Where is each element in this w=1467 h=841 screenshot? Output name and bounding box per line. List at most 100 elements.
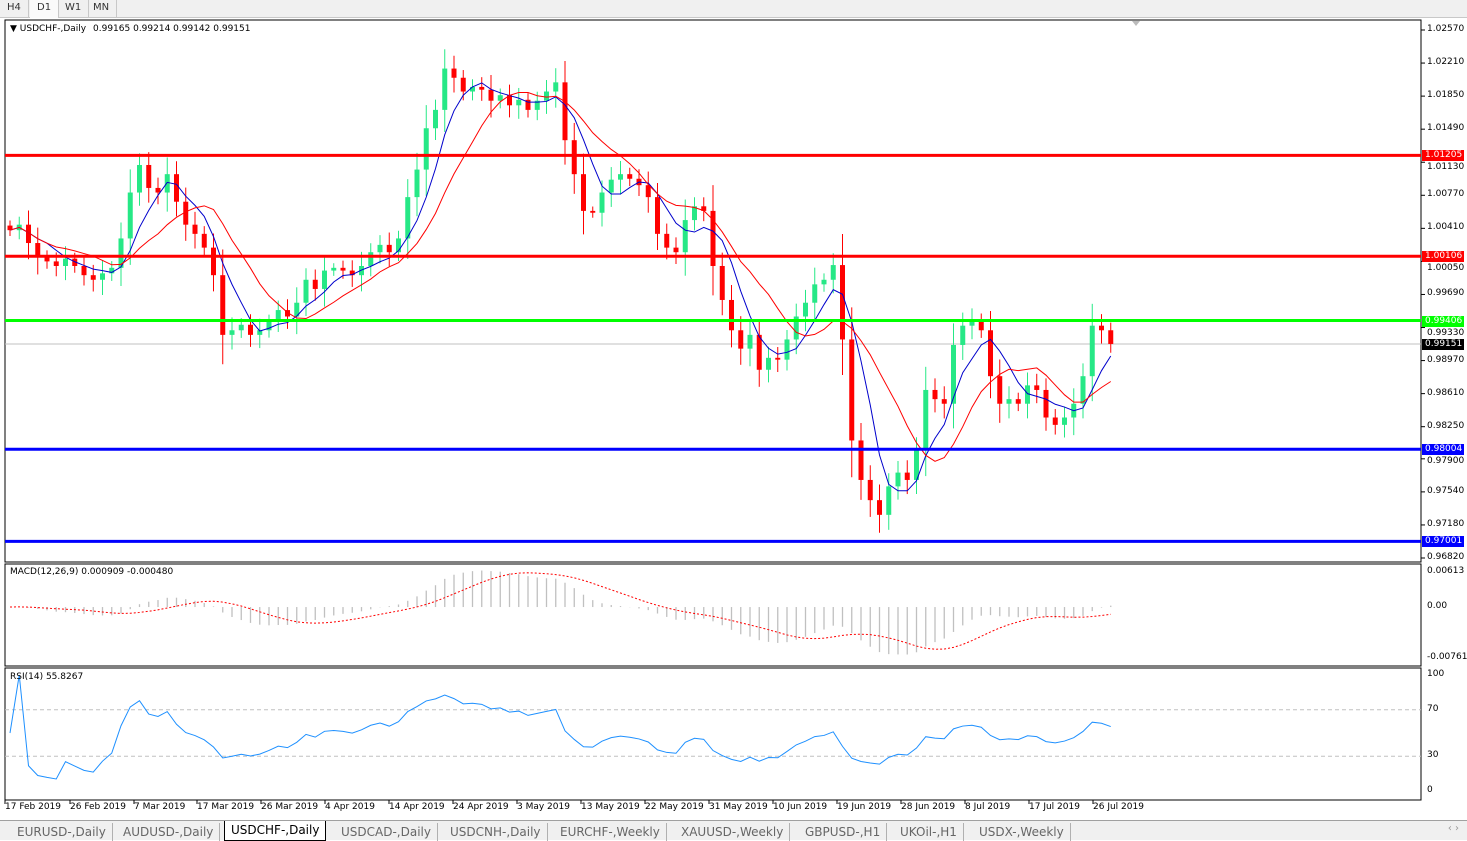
timeframe-h4[interactable]: H4: [0, 0, 29, 18]
bull-candle: [303, 279, 309, 303]
bear-candle: [1043, 389, 1049, 418]
bull-candle: [692, 206, 697, 221]
ohlc-values: 0.99165 0.99214 0.99142 0.99151: [93, 24, 251, 34]
bear-candle: [756, 334, 762, 370]
bear-candle: [53, 261, 59, 266]
bull-candle: [368, 252, 374, 266]
dropdown-triangle-icon[interactable]: ▼: [10, 24, 17, 34]
bear-candle: [997, 376, 1003, 404]
bull-candle: [322, 270, 327, 289]
bear-candle: [581, 174, 586, 211]
bull-candle: [137, 164, 142, 193]
tab-scroll-arrows[interactable]: ‹ ›: [1447, 823, 1459, 834]
bear-candle: [627, 174, 633, 179]
bear-candle: [858, 440, 864, 480]
bull-candle: [812, 284, 818, 303]
bull-candle: [257, 330, 263, 335]
shift-marker-icon: [1132, 21, 1140, 26]
tab-audusd-daily[interactable]: AUDUSD-,Daily: [117, 823, 221, 841]
bull-candle: [238, 324, 244, 331]
bear-candle: [710, 210, 716, 266]
bear-candle: [479, 86, 485, 90]
bull-candle: [830, 265, 836, 280]
bear-candle: [1052, 417, 1058, 425]
bear-candle: [941, 399, 947, 404]
bear-candle: [248, 324, 253, 335]
bull-candle: [766, 357, 771, 370]
timeframe-mn[interactable]: MN: [86, 0, 118, 18]
bear-candle: [155, 187, 161, 193]
bear-candle: [285, 310, 290, 317]
bull-candle: [544, 91, 549, 101]
bear-candle: [1015, 399, 1021, 404]
bear-candle: [201, 233, 207, 248]
bull-candle: [951, 344, 956, 404]
bear-candle: [904, 472, 910, 480]
bear-candle: [7, 225, 13, 231]
bear-candle: [44, 256, 50, 262]
bull-candle: [886, 486, 892, 515]
bear-candle: [174, 174, 179, 202]
bull-candle: [275, 310, 281, 322]
bull-candle: [294, 302, 300, 317]
bear-candle: [673, 247, 679, 253]
ma-fast-line: [9, 82, 1112, 492]
bull-candle: [470, 86, 475, 92]
tab-eurchf-weekly[interactable]: EURCHF-,Weekly: [554, 823, 667, 841]
bear-candle: [562, 82, 568, 141]
bull-candle: [164, 174, 170, 193]
tab-usdchf-daily[interactable]: USDCHF-,Daily: [224, 821, 327, 841]
tab-usdx-weekly[interactable]: USDX-,Weekly: [973, 823, 1071, 841]
bull-candle: [100, 273, 105, 280]
bull-candle: [1062, 417, 1067, 425]
bull-candle: [377, 244, 383, 253]
bear-candle: [192, 224, 198, 234]
tab-usdcnh-daily[interactable]: USDCNH-,Daily: [444, 823, 548, 841]
bear-candle: [90, 275, 96, 280]
tab-xauusd-weekly[interactable]: XAUUSD-,Weekly: [675, 823, 791, 841]
bear-candle: [1034, 385, 1040, 390]
bear-candle: [849, 339, 855, 441]
bull-candle: [553, 82, 559, 92]
macd-title: MACD(12,26,9) 0.000909 -0.000480: [10, 567, 174, 577]
rsi-line: [9, 674, 1111, 780]
bear-candle: [220, 275, 226, 335]
macd-signal-line: [9, 572, 1111, 650]
tab-eurusd-daily[interactable]: EURUSD-,Daily: [11, 823, 113, 841]
bear-candle: [507, 95, 512, 106]
bear-candle: [35, 243, 41, 257]
bear-candle: [451, 68, 457, 78]
bull-candle: [516, 99, 522, 106]
timeframe-d1[interactable]: D1: [30, 0, 60, 18]
bear-candle: [719, 265, 725, 300]
bear-candle: [738, 330, 744, 349]
bull-candle: [923, 389, 929, 450]
bear-candle: [211, 247, 216, 276]
bull-candle: [266, 321, 272, 331]
tab-gbpusd-h1[interactable]: GBPUSD-,H1: [799, 823, 888, 841]
bull-candle: [914, 449, 919, 480]
tab-ukoil-h1[interactable]: UKOil-,H1: [894, 823, 964, 841]
bear-candle: [81, 265, 87, 276]
bull-candle: [63, 258, 68, 266]
bull-candle: [747, 334, 753, 349]
bull-candle: [229, 330, 235, 335]
bull-candle: [793, 316, 799, 340]
bear-candle: [386, 244, 392, 253]
tab-usdcad-daily[interactable]: USDCAD-,Daily: [335, 823, 438, 841]
bull-candle: [1080, 376, 1086, 404]
bull-candle: [414, 169, 420, 198]
bull-candle: [497, 95, 503, 101]
chart-tabs-bar: EURUSD-,Daily AUDUSD-,Daily USDCHF-,Daily U…: [0, 820, 1467, 841]
bull-candle: [405, 197, 411, 239]
bull-candle: [969, 320, 975, 326]
bull-candle: [109, 267, 115, 274]
bear-candle: [488, 89, 494, 101]
bear-candle: [701, 206, 707, 211]
timeframe-w1[interactable]: W1: [58, 0, 90, 18]
bear-candle: [655, 197, 660, 234]
bull-candle: [784, 339, 790, 360]
chart-canvas[interactable]: [0, 18, 1467, 818]
bull-candle: [803, 302, 808, 317]
ma-slow-line: [9, 92, 1112, 462]
